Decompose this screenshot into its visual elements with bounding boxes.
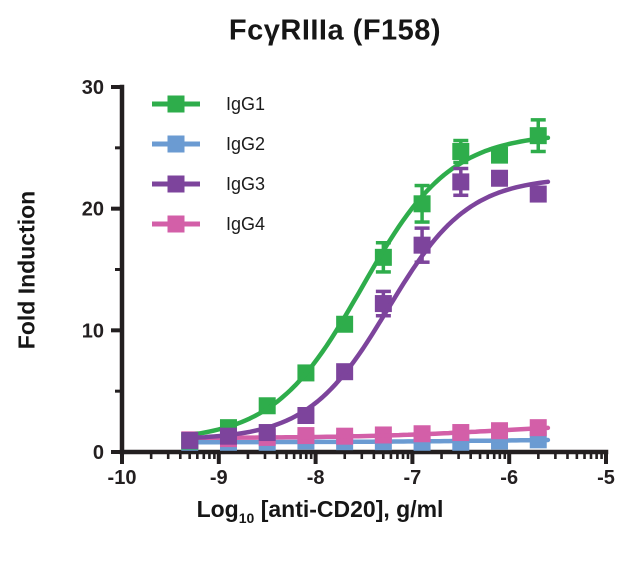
data-point-marker bbox=[491, 146, 509, 164]
y-axis-title: Fold Induction bbox=[13, 190, 40, 350]
x-axis-title-prefix: Log bbox=[196, 496, 239, 523]
data-point-marker bbox=[181, 431, 199, 449]
y-tick-label: 0 bbox=[93, 442, 104, 464]
x-tick-label: -7 bbox=[404, 467, 422, 489]
x-tick-label: -10 bbox=[108, 467, 137, 489]
legend-square bbox=[167, 175, 185, 193]
legend-square bbox=[167, 135, 185, 153]
x-tick-label: -9 bbox=[210, 467, 228, 489]
y-tick-label: 10 bbox=[82, 320, 104, 342]
legend-marker-icon bbox=[152, 175, 200, 193]
data-point-marker bbox=[529, 185, 547, 203]
legend-label: IgG2 bbox=[226, 133, 266, 154]
x-axis-title-subscript: 10 bbox=[238, 509, 255, 526]
fit-curve bbox=[184, 425, 551, 441]
legend-marker-icon bbox=[152, 135, 200, 153]
y-tick-label: 30 bbox=[82, 77, 104, 99]
legend-item-IgG4: IgG4 bbox=[152, 204, 265, 244]
legend-label: IgG1 bbox=[226, 93, 266, 114]
axes: 0 10 20 30 -10 -9 -8 -7 -6 -5 bbox=[82, 77, 615, 489]
legend-marker-icon bbox=[152, 215, 200, 233]
legend-square bbox=[167, 215, 185, 233]
legend-item-IgG2: IgG2 bbox=[152, 124, 265, 164]
series-IgG3 bbox=[181, 166, 551, 449]
y-tick-label: 20 bbox=[82, 199, 104, 221]
data-point-marker bbox=[452, 142, 470, 160]
x-tick-label: -5 bbox=[597, 467, 615, 489]
fit-curve bbox=[184, 179, 551, 441]
legend-item-IgG1: IgG1 bbox=[152, 84, 265, 124]
x-axis-title: Log10 [anti-CD20], g/ml bbox=[197, 496, 444, 526]
chart-title: FcγRIIIa (F158) bbox=[228, 14, 442, 47]
legend: IgG1 IgG2 IgG3 IgG4 bbox=[152, 84, 265, 244]
legend-item-IgG3: IgG3 bbox=[152, 164, 265, 204]
fit-curve bbox=[184, 135, 551, 438]
legend-marker-icon bbox=[152, 95, 200, 113]
legend-square bbox=[167, 95, 185, 113]
x-tick-label: -6 bbox=[500, 467, 518, 489]
x-axis-title-rest: [anti-CD20], g/ml bbox=[254, 496, 444, 523]
data-point-marker bbox=[452, 173, 470, 191]
legend-label: IgG3 bbox=[226, 173, 266, 194]
fit-curve bbox=[184, 437, 551, 445]
x-tick-label: -8 bbox=[307, 467, 325, 489]
data-point-marker bbox=[491, 169, 509, 187]
legend-label: IgG4 bbox=[226, 213, 266, 234]
